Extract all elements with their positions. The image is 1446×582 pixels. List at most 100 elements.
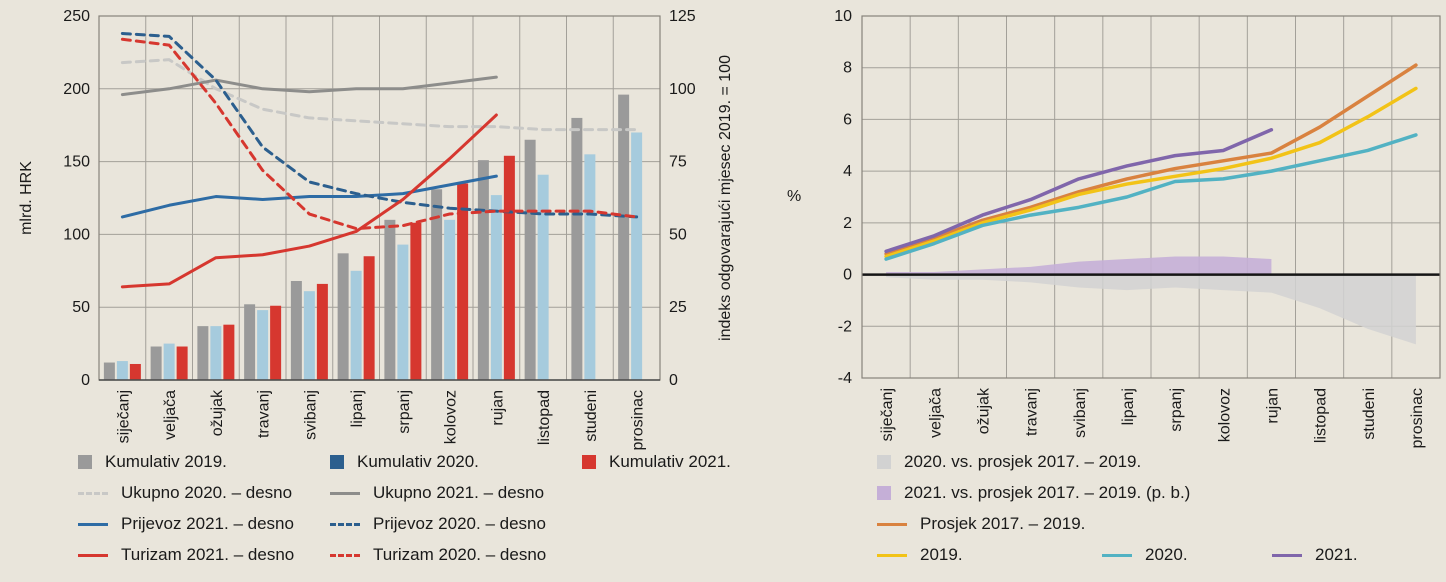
legend-row: 2019. 2020. 2021. (877, 545, 1358, 565)
legend-label: Turizam 2020. – desno (373, 545, 547, 564)
legend-line-swatch-icon (78, 491, 108, 495)
left-chart-legend: Kumulativ 2019. Kumulativ 2020. Kumulativ … (78, 452, 731, 565)
legend-item-prijevoz-2021-desno: Prijevoz 2021. – desno (78, 514, 330, 534)
area-2020-vs-prosjek-2017-2019 (886, 274, 1416, 345)
bar-kumulativ-2021 (363, 256, 375, 380)
y-left-tick-label: 200 (63, 81, 90, 98)
legend-row: Prosjek 2017. – 2019. (877, 514, 1358, 534)
line-ukupno-2020-desno (120, 58, 639, 132)
bar-kumulativ-2019 (384, 219, 396, 380)
bar-kumulativ-2021 (129, 363, 141, 380)
legend-item-prosjek-2017-2019: Prosjek 2017. – 2019. (877, 514, 1085, 534)
legend-item-kumulativ-2019: Kumulativ 2019. (78, 452, 330, 472)
y-right-tick-label: 75 (669, 154, 687, 171)
y-left-tick-label: 0 (81, 372, 90, 389)
line-prijevoz-2021-desno (120, 174, 498, 219)
legend-square-swatch-icon (78, 455, 92, 469)
x-tick-label: siječanj (115, 390, 132, 443)
x-tick-label: ožujak (209, 389, 226, 436)
legend-label: Prosjek 2017. – 2019. (920, 514, 1086, 533)
legend-item-2020: 2020. (1102, 545, 1272, 565)
legend-label: 2020. (1145, 545, 1188, 564)
x-tick-label: rujan (1264, 388, 1281, 424)
legend-label: 2020. vs. prosjek 2017. – 2019. (904, 452, 1142, 471)
bar-kumulativ-2020 (631, 132, 643, 380)
legend-label: Kumulativ 2021. (609, 452, 731, 471)
legend-item-turizam-2020-desno: Turizam 2020. – desno (330, 545, 582, 565)
legend-line-swatch-icon (330, 491, 360, 495)
bar-kumulativ-2020 (537, 174, 549, 380)
bar-kumulativ-2020 (303, 291, 315, 380)
y-left-tick-label: 100 (63, 226, 90, 243)
x-tick-label: prosinac (630, 390, 647, 450)
legend-item-2021-vs-prosjek-2017-2019-p-b: 2021. vs. prosjek 2017. – 2019. (p. b.) (877, 483, 1190, 503)
left-chart-panel: 0 50 100 150 200 250 0 25 50 75 100 125 siječanj velj… (18, 8, 734, 565)
x-tick-label: kolovoz (1216, 388, 1233, 442)
line-2020 (884, 133, 1418, 261)
x-tick-label: listopad (1313, 388, 1330, 443)
legend-line-swatch-icon (1102, 553, 1132, 557)
y-left-tick-label: 150 (63, 154, 90, 171)
legend-line-swatch-icon (78, 553, 108, 557)
bar-kumulativ-2019 (524, 139, 536, 380)
bar-kumulativ-2019 (103, 362, 115, 380)
bar-kumulativ-2019 (197, 326, 209, 380)
bar-kumulativ-2020 (444, 219, 456, 380)
y-axis-label-percent: % (787, 188, 802, 205)
legend-label: Turizam 2021. – desno (121, 545, 295, 564)
bar-kumulativ-2021 (176, 346, 188, 380)
bar-kumulativ-2019 (150, 346, 162, 380)
legend-row: Turizam 2021. – desno Turizam 2020. – des… (78, 545, 731, 565)
legend-line-swatch-icon (330, 553, 360, 557)
x-tick-label: veljača (927, 388, 944, 438)
legend-label: 2021. (1315, 545, 1358, 564)
legend-row: 2020. vs. prosjek 2017. – 2019. (877, 452, 1358, 472)
y-left-tick-label: 250 (63, 8, 90, 25)
legend-line-swatch-icon (78, 522, 108, 526)
bar-kumulativ-2020 (490, 195, 502, 380)
x-tick-label: srpanj (1168, 388, 1185, 432)
y-tick-label: -2 (838, 318, 852, 335)
left-chart-plot: 0 50 100 150 200 250 0 25 50 75 100 125 siječanj velj… (63, 8, 696, 450)
legend-label: Kumulativ 2020. (357, 452, 479, 471)
bar-kumulativ-2019 (337, 253, 349, 380)
legend-square-swatch-icon (582, 455, 596, 469)
bar-kumulativ-2021 (223, 324, 235, 380)
legend-label: Ukupno 2020. – desno (121, 483, 293, 502)
y-right-tick-label: 125 (669, 8, 696, 25)
legend-item-ukupno-2020-desno: Ukupno 2020. – desno (78, 483, 330, 503)
bar-kumulativ-2019 (244, 304, 256, 380)
bar-kumulativ-2021 (503, 155, 515, 380)
legend-item-kumulativ-2021: Kumulativ 2021. (582, 452, 731, 472)
legend-square-swatch-icon (877, 486, 891, 500)
x-tick-label: studeni (1361, 388, 1378, 440)
x-tick-label: travanj (256, 390, 273, 438)
bar-kumulativ-2019 (477, 160, 489, 380)
bar-kumulativ-2020 (116, 361, 128, 380)
x-tick-label: lipanj (1120, 388, 1137, 425)
x-tick-label: travanj (1024, 388, 1041, 436)
y-right-tick-label: 25 (669, 299, 687, 316)
bar-kumulativ-2021 (316, 283, 328, 380)
bar-kumulativ-2021 (410, 222, 422, 380)
legend-row: Ukupno 2020. – desno Ukupno 2021. – desno (78, 483, 731, 503)
legend-square-swatch-icon (330, 455, 344, 469)
x-tick-label: srpanj (396, 390, 413, 434)
area-2021-vs-prosjek-2017-2019-p-b (886, 256, 1272, 275)
line-2021 (884, 128, 1274, 254)
y-tick-label: 10 (834, 8, 852, 25)
legend-label: Ukupno 2021. – desno (373, 483, 545, 502)
y-tick-label: 6 (843, 111, 852, 128)
legend-item-2020-vs-prosjek-2017-2019: 2020. vs. prosjek 2017. – 2019. (877, 452, 1141, 472)
line-turizam-2020-desno (120, 37, 639, 231)
y-right-tick-label: 50 (669, 226, 687, 243)
bar-kumulativ-2019 (618, 94, 630, 381)
x-tick-label: prosinac (1409, 388, 1426, 448)
x-tick-label: svibanj (1072, 388, 1089, 438)
x-tick-label: lipanj (349, 390, 366, 427)
bar-kumulativ-2020 (350, 270, 362, 380)
y-right-tick-label: 0 (669, 372, 678, 389)
line-turizam-2021-desno (120, 113, 498, 289)
y-tick-label: 2 (843, 215, 852, 232)
y-axis-label-left: mlrd. HRK (18, 161, 35, 235)
